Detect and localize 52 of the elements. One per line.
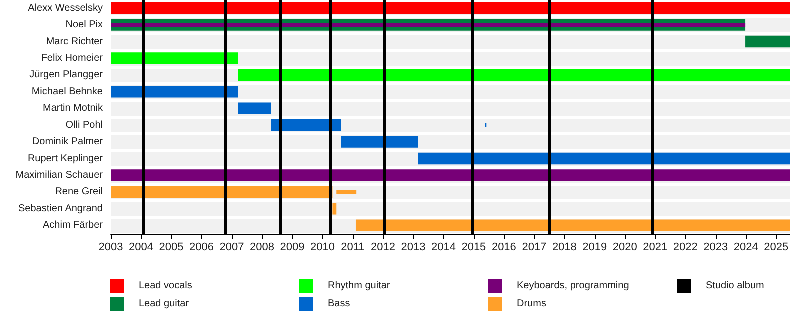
y-tick-label: Rupert Keplinger — [28, 153, 104, 164]
x-tick-label: 2016 — [492, 242, 516, 254]
y-tick-label: Marc Richter — [46, 36, 104, 48]
legend-label: Drums — [517, 298, 546, 310]
x-tick-label: 2006 — [189, 242, 214, 254]
legend-label: Lead vocals — [139, 280, 192, 292]
x-tick-label: 2023 — [704, 242, 728, 254]
x-tick-label: 2019 — [582, 242, 608, 254]
bar — [238, 102, 272, 114]
bar — [336, 190, 357, 194]
legend-label: Bass — [328, 298, 350, 310]
x-tick-label: 2010 — [310, 242, 335, 254]
x-tick-label: 2022 — [673, 242, 698, 254]
x-tick-label: 2003 — [98, 242, 124, 254]
bar — [746, 36, 790, 48]
x-tick-label: 2012 — [370, 242, 396, 254]
y-tick-label: Jürgen Plangger — [30, 70, 104, 81]
y-tick-label: Olli Pohl — [66, 120, 103, 131]
x-tick-label: 2014 — [431, 242, 456, 254]
x-tick-label: 2005 — [159, 242, 184, 254]
x-tick-label: 2017 — [522, 242, 547, 254]
x-tick-label: 2011 — [341, 242, 365, 254]
bar — [111, 86, 238, 98]
x-tick-label: 2004 — [129, 242, 154, 254]
x-tick-label: 2018 — [552, 242, 577, 254]
y-tick-label: Felix Homeier — [41, 53, 104, 64]
y-tick-label: Dominik Palmer — [32, 136, 104, 148]
y-tick-label: Alexx Wesselsky — [28, 2, 103, 14]
bar — [341, 136, 418, 148]
legend-label: Rhythm guitar — [328, 280, 391, 292]
x-tick-label: 2015 — [462, 242, 486, 254]
y-tick-label: Maximilian Schauer — [16, 170, 104, 181]
x-tick-label: 2020 — [612, 242, 638, 254]
bar — [332, 203, 337, 215]
x-tick-label: 2021 — [643, 242, 668, 254]
x-tick-label: 2013 — [401, 242, 426, 254]
y-tick-label: Michael Behnke — [32, 86, 104, 98]
legend-label: Studio album — [706, 280, 764, 292]
x-tick-label: 2024 — [734, 242, 758, 254]
bar — [111, 52, 238, 64]
legend-label: Lead guitar — [139, 298, 190, 310]
y-tick-label: Achim Färber — [42, 220, 104, 232]
x-tick-label: 2025 — [764, 242, 789, 254]
x-tick-label: 2008 — [250, 242, 274, 254]
y-tick-label: Martin Motnik — [42, 103, 104, 114]
y-tick-label: Noel Pix — [66, 20, 103, 31]
x-tick-label: 2007 — [220, 242, 244, 254]
y-tick-label: Sebastien Angrand — [18, 203, 103, 214]
x-tick-label: 2009 — [280, 242, 305, 254]
legend-label: Keyboards, programming — [517, 280, 630, 292]
bar — [111, 186, 333, 198]
y-tick-label: Rene Greil — [55, 186, 103, 198]
